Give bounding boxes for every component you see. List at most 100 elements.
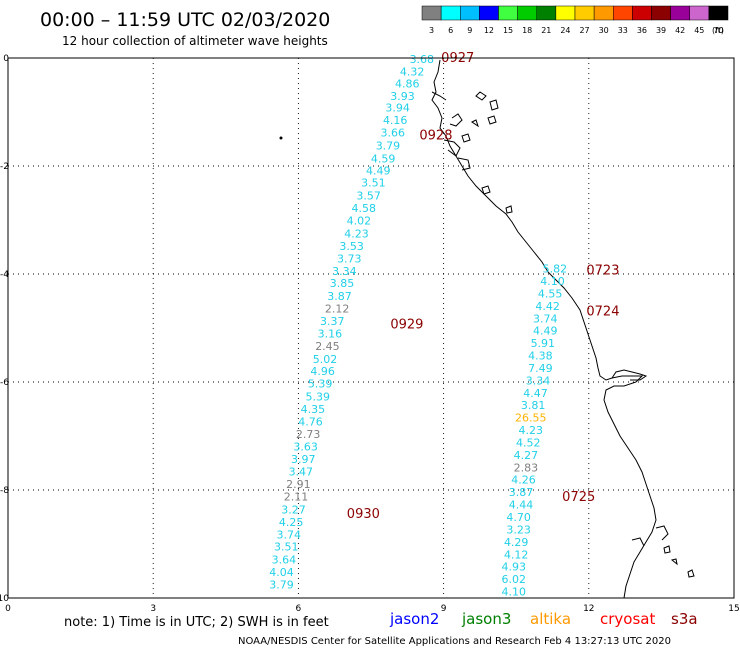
islands <box>461 91 695 578</box>
swh-value: 5.02 <box>313 353 338 366</box>
swh-value: 3.87 <box>327 290 352 303</box>
swh-value: 4.02 <box>347 215 372 228</box>
coastline-mainland <box>431 59 657 599</box>
colorbar-label: 30 <box>599 26 609 35</box>
swh-value: 4.32 <box>400 66 425 79</box>
colorbar-swatch <box>670 5 690 21</box>
footer-note: note: 1) Time is in UTC; 2) SWH is in fe… <box>64 615 329 630</box>
swh-value: 4.38 <box>528 350 553 363</box>
colorbar-label: 6 <box>448 26 453 35</box>
colorbar-label: 24 <box>560 26 570 35</box>
colorbar-swatch <box>593 5 614 21</box>
legend-cryosat: cryosat <box>600 610 655 628</box>
colorbar-swatch <box>517 5 537 21</box>
x-tick-label: 6 <box>296 604 302 614</box>
pass-time-label: 0724 <box>586 305 619 320</box>
colorbar-label: 36 <box>637 26 647 35</box>
x-tick-label: 0 <box>5 604 11 614</box>
colorbar-label: 3 <box>429 26 434 35</box>
colorbar-swatch <box>460 5 480 21</box>
x-tick-label: 9 <box>441 604 447 614</box>
coastline-bays <box>431 91 669 547</box>
colorbar-label: 45 <box>694 26 704 35</box>
colorbar-label: 39 <box>656 26 666 35</box>
swh-value: 4.35 <box>301 403 326 416</box>
swh-value: 3.51 <box>274 541 299 554</box>
swh-value: 4.10 <box>540 275 565 288</box>
swh-value: 4.58 <box>351 202 376 215</box>
pass-time-label: 0929 <box>390 318 423 333</box>
swh-value: 3.79 <box>269 579 294 592</box>
colorbar-swatch <box>555 5 576 21</box>
swh-value: 4.44 <box>509 499 534 512</box>
colorbar-swatch <box>574 5 595 21</box>
swh-value: 4.12 <box>504 548 529 561</box>
swh-value: 4.52 <box>516 436 541 449</box>
x-tick-label: 3 <box>150 604 156 614</box>
swh-value: 4.76 <box>298 415 323 428</box>
colorbar-swatch <box>536 5 557 21</box>
swh-value: 2.11 <box>284 490 309 503</box>
swh-value: 3.74 <box>533 312 558 325</box>
cape-peninsula <box>611 369 648 381</box>
track-0927-0930: 3.684.324.863.933.944.163.663.794.594.49… <box>269 53 434 591</box>
swh-value: 26.55 <box>515 412 547 425</box>
colorbar-swatch <box>421 5 442 21</box>
swh-value: 7.49 <box>528 362 553 375</box>
colorbar-swatch <box>632 5 652 21</box>
x-tick-label: 15 <box>728 604 739 614</box>
map-plot-area: 3.684.324.863.933.944.163.663.794.594.49… <box>0 51 740 614</box>
map-title: 00:00 – 11:59 UTC 02/03/2020 <box>40 9 330 31</box>
colorbar-label: 21 <box>541 26 551 35</box>
swh-value: 3.51 <box>361 177 386 190</box>
pass-time-label: 0723 <box>586 264 619 279</box>
swh-value: 3.34 <box>332 265 357 278</box>
swh-value: 3.73 <box>337 252 362 265</box>
colorbar-label: 18 <box>522 26 532 35</box>
swh-value: 3.27 <box>281 503 306 516</box>
swh-value: 4.47 <box>523 387 548 400</box>
y-tick-label: -4 <box>0 270 9 280</box>
swh-value: 4.55 <box>538 287 563 300</box>
legend-altika: altika <box>530 610 571 628</box>
colorbar: 3 6 9 12 15 18 21 24 27 30 33 36 39 42 45 70 <box>421 5 729 35</box>
colorbar-label: 33 <box>618 26 628 35</box>
swh-value: 4.29 <box>504 536 529 549</box>
colorbar-swatch <box>651 5 671 21</box>
swh-value: 4.23 <box>518 424 543 437</box>
swh-value: 3.47 <box>289 466 314 479</box>
satellite-legend: jason2 jason3 altika cryosat s3a <box>389 610 698 628</box>
swh-value: 3.81 <box>521 399 546 412</box>
swh-value: 3.74 <box>276 528 301 541</box>
swh-value: 3.93 <box>390 90 415 103</box>
pass-time-label: 0725 <box>562 490 595 505</box>
swh-value: 2.12 <box>325 303 350 316</box>
gridlines <box>8 58 734 598</box>
swh-value: 6.02 <box>502 573 527 586</box>
colorbar-label: 27 <box>579 26 589 35</box>
swh-value: 4.42 <box>535 300 560 313</box>
legend-jason3: jason3 <box>461 610 511 628</box>
small-island <box>279 136 283 140</box>
swh-value: 3.68 <box>410 53 435 66</box>
swh-value: 4.25 <box>279 516 304 529</box>
swh-value: 3.37 <box>320 315 345 328</box>
colorbar-label: 12 <box>484 26 494 35</box>
colorbar-swatch <box>479 5 499 21</box>
swh-value: 4.49 <box>366 164 391 177</box>
swh-value: 4.26 <box>511 474 536 487</box>
swh-value: 3.16 <box>318 327 343 340</box>
swh-value: 3.64 <box>272 554 297 567</box>
swh-value: 5.39 <box>306 391 331 404</box>
swh-value: 3.66 <box>381 127 406 140</box>
swh-value: 5.91 <box>531 337 556 350</box>
pass-time-label: 0930 <box>347 507 380 522</box>
y-tick-label: -2 <box>0 162 9 172</box>
colorbar-unit: (ft) <box>712 26 724 35</box>
axis-ticks: 0 3 6 9 12 15 0 -2 -4 -6 -8 -10 <box>0 54 740 614</box>
swh-value: 3.87 <box>509 486 534 499</box>
swh-value: 4.86 <box>395 77 420 90</box>
colorbar-label: 15 <box>503 26 513 35</box>
y-tick-label: -8 <box>0 486 9 496</box>
